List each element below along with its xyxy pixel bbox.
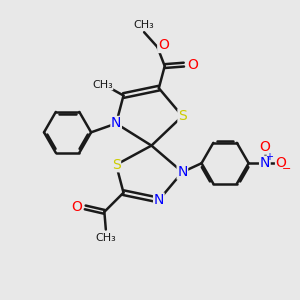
Text: S: S — [112, 158, 121, 172]
Text: N: N — [177, 165, 188, 179]
Text: N: N — [260, 156, 270, 170]
Text: N: N — [111, 116, 121, 130]
Text: CH₃: CH₃ — [92, 80, 113, 90]
Text: −: − — [282, 164, 292, 173]
Text: N: N — [154, 193, 164, 207]
Text: O: O — [187, 58, 198, 72]
Text: CH₃: CH₃ — [134, 20, 154, 30]
Text: CH₃: CH₃ — [95, 233, 116, 243]
Text: O: O — [71, 200, 82, 214]
Text: +: + — [265, 152, 273, 162]
Text: O: O — [276, 156, 286, 170]
Text: O: O — [260, 140, 270, 154]
Text: O: O — [158, 38, 169, 52]
Text: S: S — [178, 109, 187, 123]
